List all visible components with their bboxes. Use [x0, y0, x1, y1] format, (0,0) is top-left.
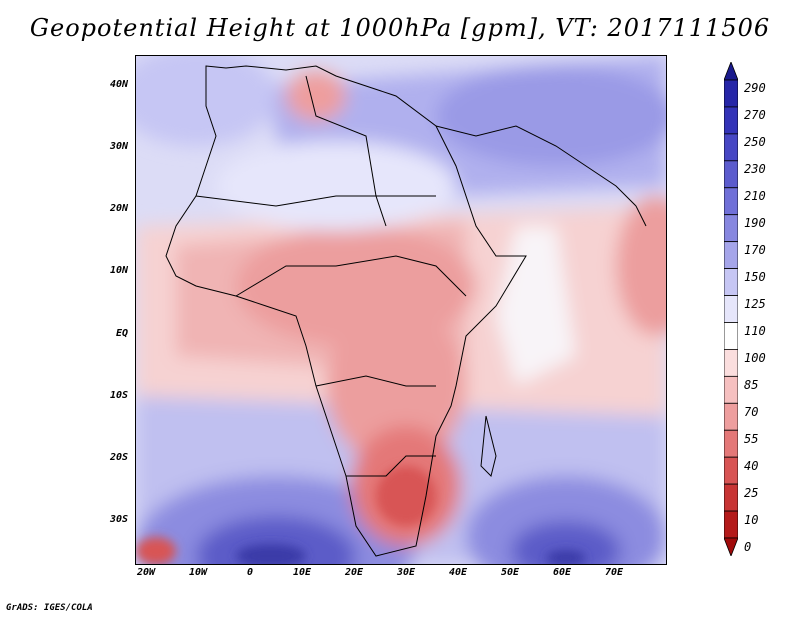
lat-label: 30S: [109, 514, 128, 525]
colorbar-swatch: [724, 268, 738, 296]
lat-label: 10N: [109, 265, 128, 276]
lon-label: 10W: [188, 567, 208, 578]
lon-label: 70E: [604, 567, 624, 578]
colorbar-label: 85: [744, 378, 759, 392]
colorbar-label: 110: [744, 324, 766, 338]
map-panel: [135, 55, 667, 565]
colorbar-label: 150: [744, 270, 766, 284]
lat-label: 20N: [109, 203, 128, 214]
colorbar-max-arrow: [724, 62, 738, 81]
colorbar-label: 230: [744, 162, 766, 176]
colorbar-label: 270: [744, 108, 766, 122]
credit-text: GrADS: IGES/COLA: [6, 603, 93, 613]
geopotential-map: [136, 56, 666, 564]
lat-label: EQ: [115, 328, 128, 339]
colorbar: [724, 62, 738, 556]
colorbar-swatch: [724, 456, 738, 485]
colorbar-swatch: [724, 483, 738, 512]
colorbar-swatch: [724, 214, 738, 243]
lon-label: 20W: [136, 567, 156, 578]
lat-label: 40N: [109, 79, 128, 90]
colorbar-label: 55: [744, 432, 759, 446]
coastline: [165, 65, 647, 557]
colorbar-label: 290: [744, 81, 766, 95]
colorbar-label: 210: [744, 189, 766, 203]
colorbar-swatch: [724, 187, 738, 216]
lat-label: 10S: [109, 390, 128, 401]
lon-label: 10E: [292, 567, 312, 578]
lon-label: 40E: [448, 567, 468, 578]
colorbar-label: 0: [744, 540, 752, 554]
colorbar-label: 125: [744, 297, 766, 311]
colorbar-swatch: [724, 429, 738, 458]
lon-label: 60E: [552, 567, 572, 578]
colorbar-label: 10: [744, 513, 759, 527]
colorbar-swatch: [724, 375, 738, 404]
colorbar-swatch: [724, 322, 738, 350]
lon-label: 50E: [500, 567, 520, 578]
colorbar-swatch: [724, 510, 738, 539]
colorbar-label: 70: [744, 405, 759, 419]
colorbar-swatch: [724, 295, 738, 323]
lat-label: 30N: [109, 141, 128, 152]
colorbar-swatch: [724, 402, 738, 431]
lat-label: 20S: [109, 452, 128, 463]
map-title: Geopotential Height at 1000hPa [gpm], VT…: [29, 14, 771, 42]
lon-label: 20E: [344, 567, 364, 578]
colorbar-label: 40: [744, 459, 759, 473]
colorbar-label: 100: [744, 351, 766, 365]
colorbar-min-arrow: [724, 537, 738, 556]
colorbar-swatch: [724, 241, 738, 269]
colorbar-swatch: [724, 133, 738, 162]
colorbar-label: 170: [744, 243, 766, 257]
colorbar-swatch: [724, 106, 738, 135]
colorbar-swatch: [724, 349, 738, 377]
colorbar-label: 190: [744, 216, 766, 230]
colorbar-label: 25: [744, 486, 759, 500]
colorbar-swatch: [724, 160, 738, 189]
colorbar-label: 250: [744, 135, 766, 149]
colorbar-swatch: [724, 79, 738, 108]
lon-label: 30E: [396, 567, 416, 578]
lon-label: 0: [246, 567, 254, 578]
